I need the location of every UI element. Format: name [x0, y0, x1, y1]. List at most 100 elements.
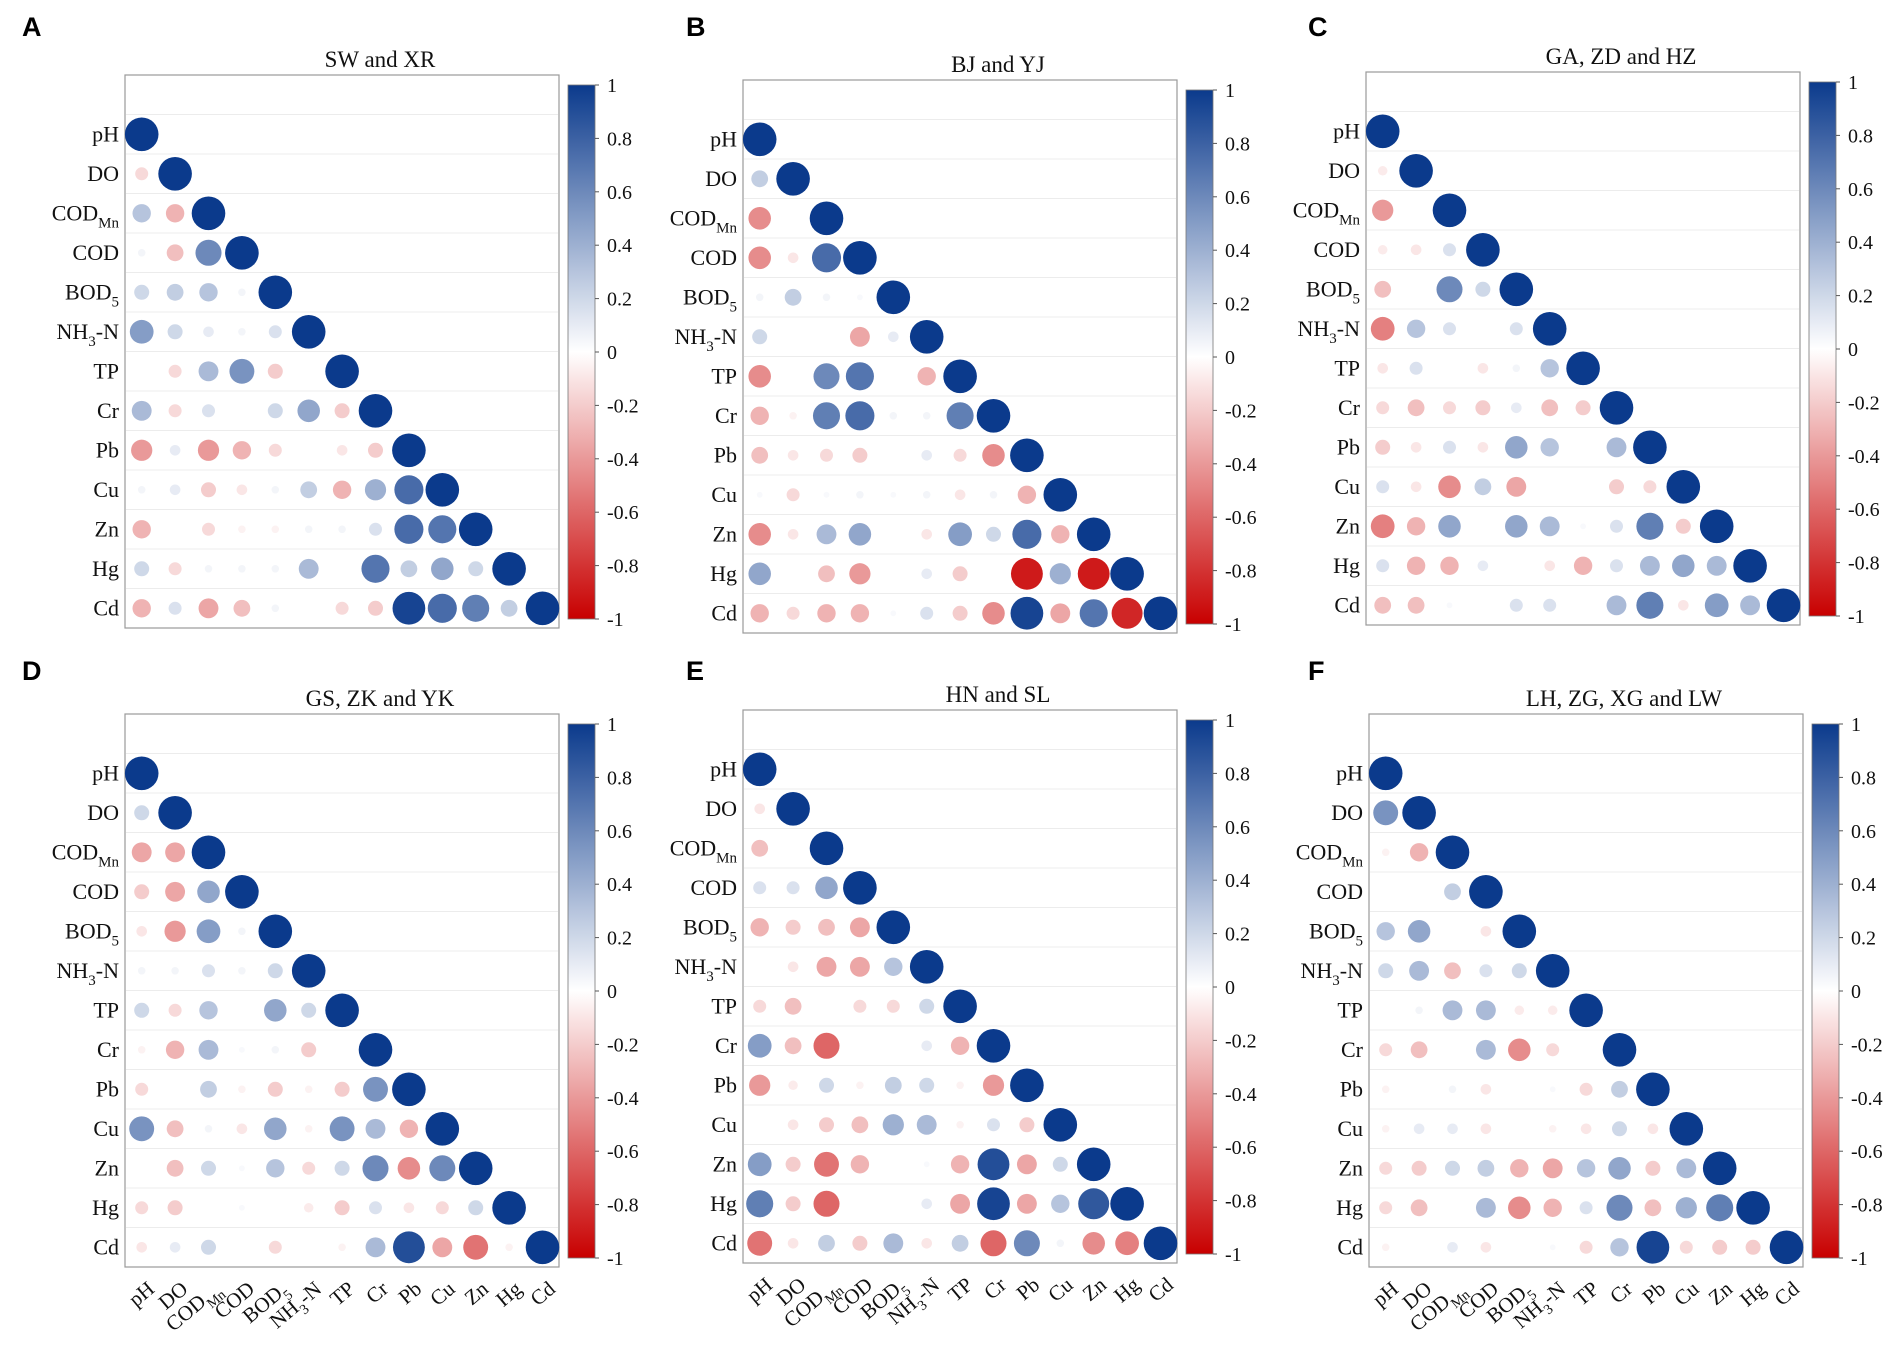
- corr-circle-Cr-pH: [137, 1046, 146, 1054]
- corr-circle-Cd-DO: [168, 601, 182, 615]
- corr-circle-Zn-Cu: [1051, 525, 1070, 544]
- corr-circle-Cd-BOD5: [890, 610, 897, 617]
- corr-circle-Cr-CODMn: [198, 1039, 219, 1060]
- row-label: TP: [1337, 997, 1363, 1022]
- corr-circle-TP-NH3-N: [1547, 1005, 1558, 1016]
- colorbar-gradient: [567, 84, 596, 620]
- corr-circle-Hg-Hg: [492, 552, 526, 586]
- colorbar-tick-label: 1: [607, 714, 617, 736]
- corr-circle-Cd-NH3-N: [1549, 1244, 1556, 1251]
- corr-circle-TP-COD: [845, 362, 874, 391]
- variable-name: COD: [691, 245, 737, 270]
- corr-circle-DO-DO: [776, 792, 810, 826]
- corr-circle-Pb-CODMn: [1442, 440, 1457, 454]
- corr-circle-Cr-pH: [750, 406, 769, 425]
- colorbar-tick-label: 0.4: [607, 235, 632, 257]
- corr-circle-Hg-Cr: [977, 1187, 1010, 1221]
- variable-name: DO: [87, 800, 119, 825]
- corr-circle-BOD5-DO: [784, 288, 802, 306]
- corr-circle-CODMn-DO: [1409, 843, 1429, 862]
- corr-circle-TP-DO: [1409, 361, 1423, 375]
- corr-circle-Zn-BOD5: [266, 1159, 285, 1178]
- corr-circle-CODMn-pH: [1372, 199, 1394, 221]
- panel-E: EHN and SLpHDOCODMnCODBOD5NH3-NTPCrPbCuZ…: [670, 656, 1257, 1332]
- corr-circle-Cd-Cr: [365, 1237, 386, 1258]
- corr-circle-Cd-Zn: [1079, 599, 1108, 628]
- corr-circle-Pb-Pb: [392, 1072, 426, 1107]
- row-label: TP: [93, 997, 119, 1022]
- row-label: pH: [92, 121, 119, 146]
- corr-circle-CODMn-pH: [131, 842, 152, 863]
- corr-circle-CODMn-pH: [1381, 848, 1390, 857]
- corr-circle-Cd-Cd: [525, 591, 560, 626]
- corr-circle-Pb-BOD5: [884, 1076, 902, 1094]
- colorbar: 1 0.8 0.6 0.4 0.2 0 -0.2 -0.4 -0.6 -0.8 -1: [1811, 714, 1883, 1270]
- corr-circle-Cd-BOD5: [268, 1240, 282, 1254]
- variable-name: Zn: [1078, 1272, 1112, 1306]
- column-label: pH: [742, 1272, 777, 1307]
- variable-name: Hg: [710, 1191, 737, 1216]
- corr-circle-Cd-CODMn: [198, 598, 219, 619]
- corr-circle-Cr-NH3-N: [922, 412, 931, 420]
- corr-circle-Cu-DO: [787, 1119, 799, 1131]
- corr-circle-Hg-Zn: [468, 561, 484, 577]
- corr-circle-Pb-NH3-N: [921, 449, 933, 461]
- corr-circle-Hg-COD: [1475, 1197, 1496, 1218]
- colorbar-tick-label: 0.2: [1851, 928, 1876, 950]
- corr-circle-Cd-TP: [952, 605, 968, 621]
- panel-letter: A: [22, 12, 42, 42]
- corr-circle-Cd-Cd: [1143, 1226, 1178, 1261]
- variable-suffix: -N: [714, 954, 737, 979]
- corr-circle-DO-pH: [1377, 166, 1388, 176]
- corr-circle-COD-CODMn: [1444, 883, 1461, 901]
- corr-circle-Cr-NH3-N: [301, 1042, 317, 1058]
- corr-circle-TP-BOD5: [1512, 364, 1521, 373]
- variable-subscript: Mn: [98, 215, 119, 231]
- colorbar-gradient: [1185, 719, 1214, 1255]
- variable-name: Cr: [715, 1033, 738, 1058]
- corr-circle-pH-pH: [742, 752, 777, 787]
- corr-circle-TP-BOD5: [886, 999, 900, 1013]
- corr-circle-NH3-N-NH3-N: [1532, 312, 1567, 346]
- colorbar-tick-label: -0.6: [1225, 1137, 1257, 1159]
- panel-letter: F: [1308, 656, 1325, 686]
- corr-circle-Cr-NH3-N: [297, 399, 320, 423]
- corr-circle-NH3-N-BOD5: [884, 957, 903, 976]
- corr-circle-NH3-N-CODMn: [1442, 322, 1457, 336]
- row-label: TP: [1334, 355, 1360, 380]
- colorbar-tick-label: 0.2: [607, 289, 632, 311]
- row-label: CODMn: [670, 835, 738, 866]
- corr-circle-Cr-COD: [845, 401, 875, 431]
- colorbar: 1 0.8 0.6 0.4 0.2 0 -0.2 -0.4 -0.6 -0.8 -1: [1808, 72, 1880, 628]
- corr-circle-Zn-TP: [948, 522, 972, 547]
- variable-name: COD: [670, 205, 716, 230]
- corr-circle-pH-pH: [124, 117, 159, 152]
- corr-circle-Cu-TP: [332, 480, 352, 499]
- corr-circle-Zn-COD: [848, 523, 872, 546]
- corr-circle-Hg-Zn: [1077, 557, 1110, 590]
- variable-name: COD: [52, 839, 98, 864]
- corr-circle-Cr-BOD5: [889, 412, 898, 420]
- corr-circle-Hg-BOD5: [1508, 1196, 1531, 1220]
- colorbar-tick-label: -0.2: [607, 395, 639, 417]
- variable-name: Pb: [1638, 1276, 1670, 1309]
- variable-name: NH: [57, 319, 89, 344]
- corr-circle-Cu-NH3-N: [916, 1114, 937, 1135]
- variable-name: COD: [73, 879, 119, 904]
- row-label: Hg: [1333, 553, 1360, 578]
- corr-circle-Pb-CODMn: [1448, 1085, 1457, 1094]
- corr-circle-Hg-CODMn: [813, 1190, 840, 1217]
- column-label: TP: [1569, 1276, 1603, 1310]
- variable-name: Cu: [1043, 1272, 1078, 1306]
- corr-circle-NH3-N-DO: [787, 961, 799, 973]
- variable-name: DO: [705, 796, 737, 821]
- variable-name: Cu: [1334, 474, 1360, 499]
- corr-circle-COD-CODMn: [197, 880, 220, 904]
- corr-circle-Hg-DO: [785, 1196, 801, 1212]
- corr-circle-BOD5-pH: [1374, 280, 1392, 298]
- corr-circle-NH3-N-CODMn: [201, 964, 216, 978]
- corr-circle-Hg-NH3-N: [921, 568, 933, 580]
- row-label: Pb: [1340, 1076, 1363, 1101]
- corr-circle-Hg-pH: [1376, 559, 1390, 573]
- colorbar-tick-label: 0.4: [1848, 232, 1873, 254]
